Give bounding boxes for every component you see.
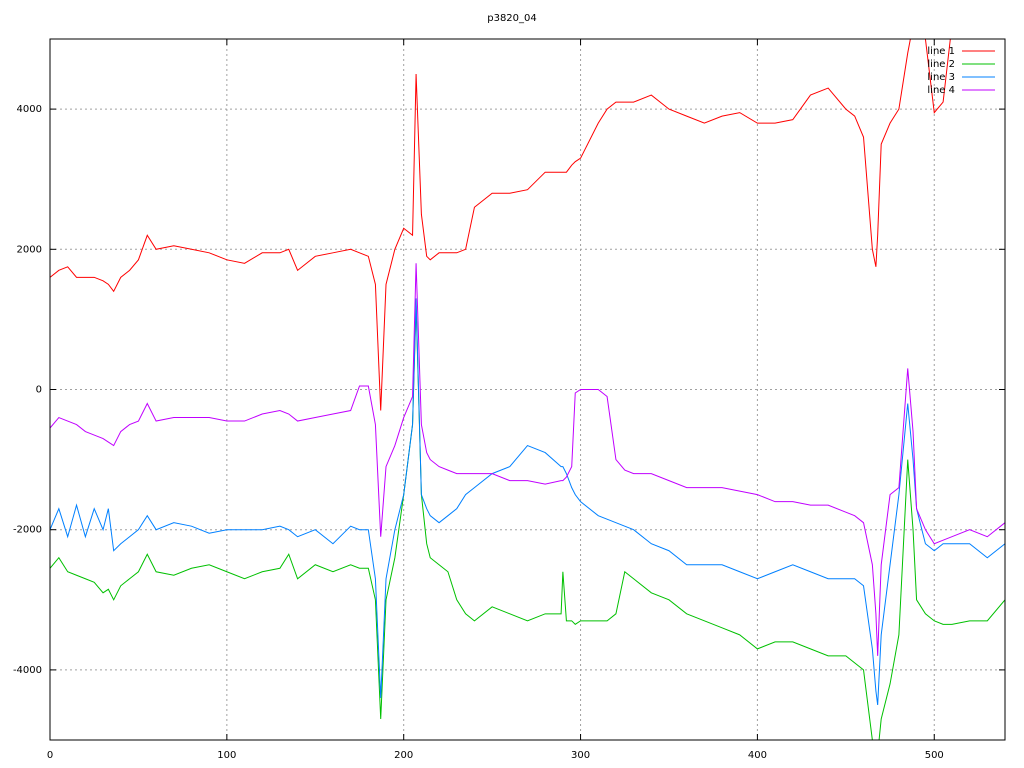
y-tick-label: -2000 — [13, 525, 42, 536]
legend: line 1 line 2 line 3 line 4 — [927, 46, 995, 96]
data-line — [50, 263, 1005, 656]
legend-label: line 3 — [927, 72, 955, 83]
x-tick-label: 300 — [571, 750, 590, 761]
chart-title: p3820_04 — [487, 13, 537, 24]
plot-border — [49, 38, 1006, 741]
y-tick-label: 4000 — [17, 104, 42, 115]
grid: -4000 -2000 0 2000 4000 0 100 200 300 400 500 — [13, 39, 1005, 761]
data-line — [50, 298, 1005, 706]
x-tick-label: 100 — [217, 750, 236, 761]
x-tick-label: 400 — [748, 750, 767, 761]
legend-label: line 1 — [927, 46, 955, 57]
y-tick-label: 2000 — [17, 244, 42, 255]
x-tick-label: 500 — [925, 750, 944, 761]
plot-area — [50, 39, 1005, 740]
legend-label: line 2 — [927, 59, 955, 70]
x-tick-label: 200 — [394, 750, 413, 761]
legend-label: line 4 — [927, 85, 955, 96]
x-tick-label: 0 — [47, 750, 53, 761]
data-line — [50, 39, 951, 411]
data-line — [50, 305, 1005, 740]
y-tick-label: -4000 — [13, 665, 42, 676]
y-tick-label: 0 — [36, 385, 42, 396]
